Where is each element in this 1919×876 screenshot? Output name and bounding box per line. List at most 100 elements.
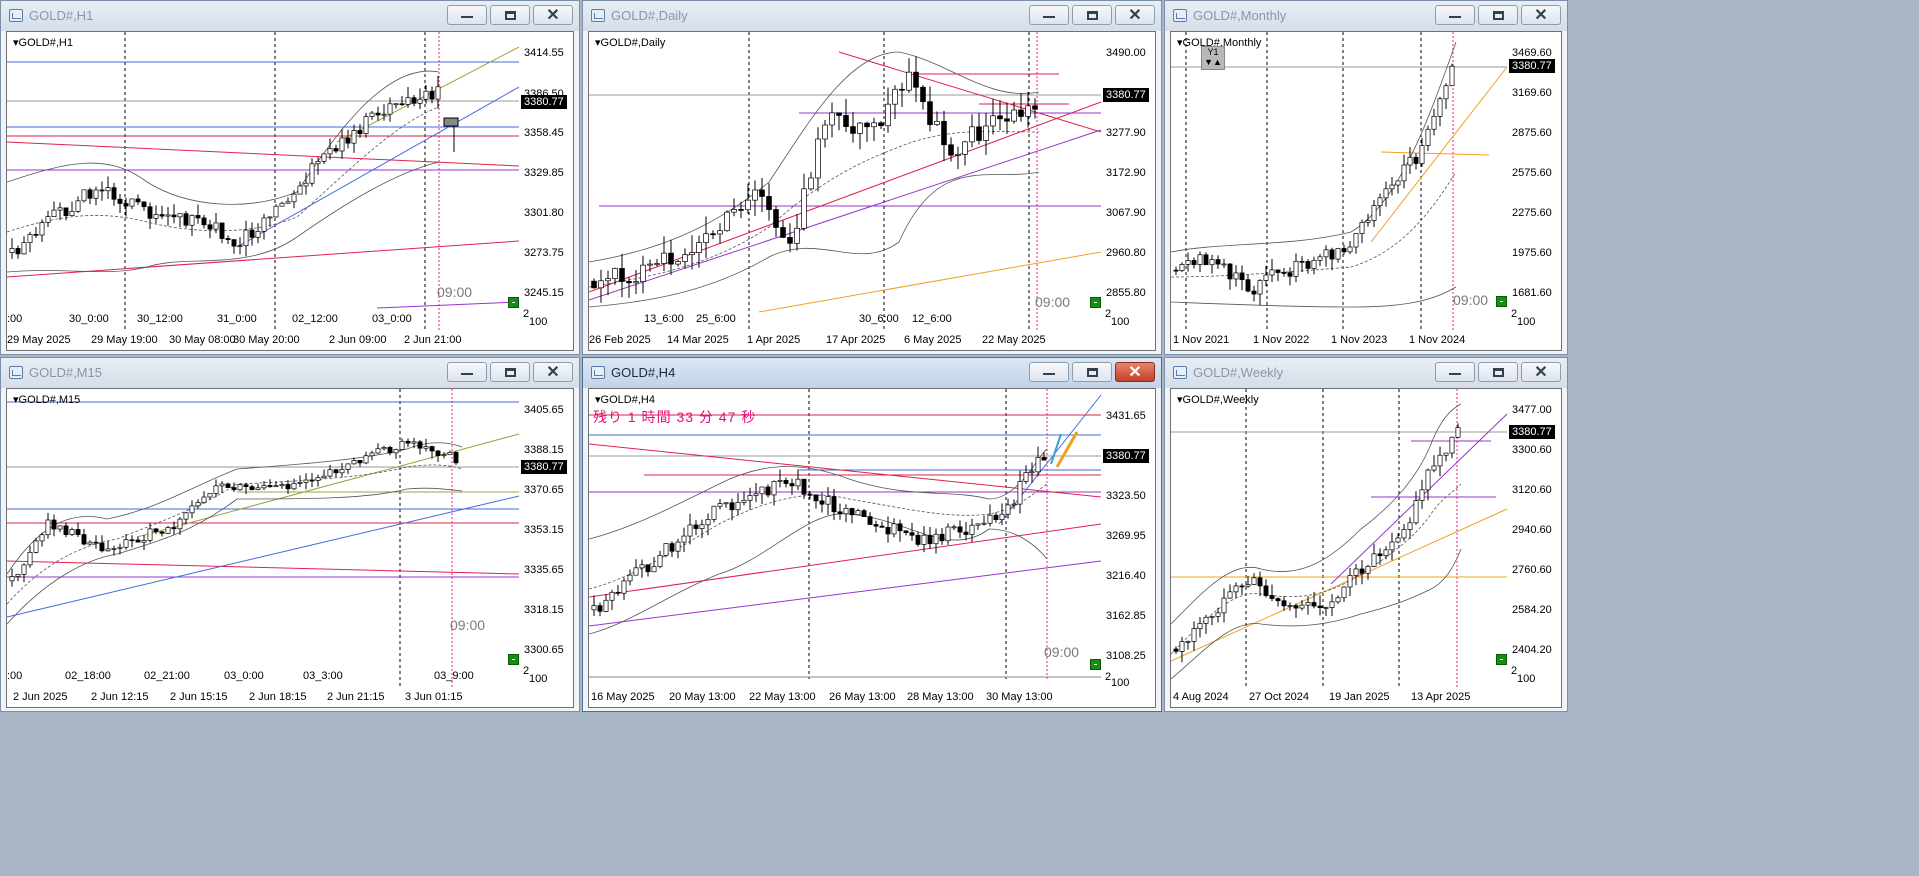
close-button[interactable]: ✕ bbox=[533, 362, 573, 382]
window-weekly[interactable]: GOLD#,Weekly ✕ GOLD#,Weekly 3477.00 3380… bbox=[1164, 357, 1568, 712]
chart-window-icon bbox=[591, 366, 605, 379]
window-h1[interactable]: GOLD#,H1 ✕ bbox=[0, 0, 580, 355]
minimize-button[interactable] bbox=[1435, 362, 1475, 382]
candle-body bbox=[1017, 481, 1023, 505]
navigation-tool[interactable]: Y1 ▼▲ bbox=[1201, 46, 1225, 70]
minimize-button[interactable] bbox=[447, 5, 487, 25]
candle-body bbox=[51, 519, 57, 530]
candle-body bbox=[591, 605, 597, 611]
candle-body bbox=[1023, 472, 1029, 482]
maximize-button[interactable] bbox=[490, 5, 530, 25]
candle-body bbox=[927, 101, 933, 126]
maximize-button[interactable] bbox=[490, 362, 530, 382]
candle-body bbox=[9, 576, 15, 582]
titlebar[interactable]: GOLD#,Monthly ✕ bbox=[1165, 1, 1567, 31]
red-trend bbox=[7, 141, 520, 167]
chart-area[interactable]: GOLD#,H1 3414.55 3386.50 3380.77 3358.45… bbox=[6, 31, 574, 351]
minimize-button[interactable] bbox=[1029, 362, 1069, 382]
titlebar[interactable]: GOLD#,H4 ✕ bbox=[583, 358, 1161, 388]
orange-trend bbox=[758, 251, 1102, 313]
minimize-button[interactable] bbox=[1435, 5, 1475, 25]
candle-body bbox=[207, 493, 213, 498]
close-button[interactable]: ✕ bbox=[1115, 362, 1155, 382]
candle-body bbox=[243, 484, 249, 487]
candle-body bbox=[309, 163, 315, 184]
candle-body bbox=[201, 496, 207, 503]
candle-body bbox=[909, 532, 915, 536]
chart-drawing bbox=[1171, 389, 1508, 689]
candle-body bbox=[813, 494, 819, 502]
window-daily[interactable]: GOLD#,Daily ✕ GOLD#,Daily 3 bbox=[582, 0, 1162, 355]
titlebar[interactable]: GOLD#,H1 ✕ bbox=[1, 1, 579, 31]
candle-body bbox=[843, 115, 849, 127]
current-price-box: 3380.77 bbox=[521, 460, 567, 474]
green-marker bbox=[508, 654, 519, 665]
maximize-button[interactable] bbox=[1072, 5, 1112, 25]
maximize-button[interactable] bbox=[1478, 5, 1518, 25]
titlebar[interactable]: GOLD#,Daily ✕ bbox=[583, 1, 1161, 31]
candle-body bbox=[225, 483, 231, 488]
time-marker-label: 09:00 bbox=[1453, 292, 1489, 308]
close-button[interactable]: ✕ bbox=[1521, 362, 1561, 382]
maximize-button[interactable] bbox=[1478, 362, 1518, 382]
maximize-icon bbox=[1492, 367, 1504, 377]
candle-body bbox=[773, 209, 779, 228]
candle-body bbox=[375, 112, 381, 116]
chart-area[interactable]: GOLD#,Monthly Y1▼▲ 3469.60 3380.77 3169.… bbox=[1170, 31, 1562, 351]
candle-body bbox=[1281, 272, 1287, 274]
chart-area[interactable]: GOLD#,Daily 3490.00 3380.77 3277.90 3172… bbox=[588, 31, 1156, 351]
candle-body bbox=[969, 126, 975, 143]
candle-body bbox=[1419, 145, 1425, 164]
candle-body bbox=[654, 263, 660, 265]
window-title: GOLD#,Weekly bbox=[1193, 365, 1284, 380]
candle-body bbox=[393, 103, 399, 106]
minimize-button[interactable] bbox=[1029, 5, 1069, 25]
close-button[interactable]: ✕ bbox=[533, 5, 573, 25]
candle-body bbox=[963, 531, 969, 535]
candle-body bbox=[201, 217, 207, 226]
candle-body bbox=[710, 233, 716, 236]
window-title: GOLD#,M15 bbox=[29, 365, 102, 380]
price-tick: 2760.60 bbox=[1512, 564, 1552, 576]
candle-body bbox=[747, 495, 753, 501]
minimize-button[interactable] bbox=[447, 362, 487, 382]
titlebar[interactable]: GOLD#,M15 ✕ bbox=[1, 358, 579, 388]
candle-body bbox=[675, 261, 681, 265]
maximize-button[interactable] bbox=[1072, 362, 1112, 382]
candle-body bbox=[1227, 591, 1233, 599]
candle-body bbox=[1437, 98, 1443, 117]
candle-body bbox=[63, 525, 69, 535]
time-tick: 2 Jun 12:15 bbox=[91, 691, 149, 703]
chart-area[interactable]: GOLD#,Weekly 3477.00 3380.77 3300.60 312… bbox=[1170, 388, 1562, 708]
candle-body bbox=[255, 487, 261, 490]
candle-body bbox=[369, 112, 375, 117]
price-tick: 3108.25 bbox=[1106, 650, 1146, 662]
candle-body bbox=[141, 540, 147, 543]
candle-body bbox=[177, 213, 183, 218]
candle-body bbox=[357, 460, 363, 464]
window-h4[interactable]: GOLD#,H4 ✕ bbox=[582, 357, 1162, 712]
candle-body bbox=[285, 484, 291, 490]
close-button[interactable]: ✕ bbox=[1115, 5, 1155, 25]
chart-area[interactable]: GOLD#,M15 3405.65 3388.15 3380.77 3370.6… bbox=[6, 388, 574, 708]
price-tick: 3273.75 bbox=[524, 247, 564, 259]
chart-area[interactable]: GOLD#,H4 残り 1 時間 33 分 47 秒 3431.65 3380.… bbox=[588, 388, 1156, 708]
candle-body bbox=[81, 534, 87, 545]
candle-body bbox=[1173, 269, 1179, 272]
candle-body bbox=[892, 88, 898, 105]
candles bbox=[1173, 63, 1455, 306]
chart-window-icon bbox=[1173, 9, 1187, 22]
orange-arrow bbox=[1055, 431, 1079, 468]
close-button[interactable]: ✕ bbox=[1521, 5, 1561, 25]
candle-body bbox=[1311, 259, 1317, 269]
candle-body bbox=[945, 526, 951, 542]
time-tick: 20 May 13:00 bbox=[669, 691, 736, 703]
window-m15[interactable]: GOLD#,M15 ✕ GOLD#,M15 3405.65 3388.15 bbox=[0, 357, 580, 712]
candle-body bbox=[1419, 489, 1425, 501]
time-tick: 2 Jun 2025 bbox=[13, 691, 68, 703]
window-monthly[interactable]: GOLD#,Monthly ✕ GOLD#,Monthly Y1▼▲ 3469.… bbox=[1164, 0, 1568, 355]
titlebar[interactable]: GOLD#,Weekly ✕ bbox=[1165, 358, 1567, 388]
time-tick: 2 Jun 21:15 bbox=[327, 691, 385, 703]
candle-body bbox=[1215, 612, 1221, 617]
candle-body bbox=[147, 528, 153, 541]
